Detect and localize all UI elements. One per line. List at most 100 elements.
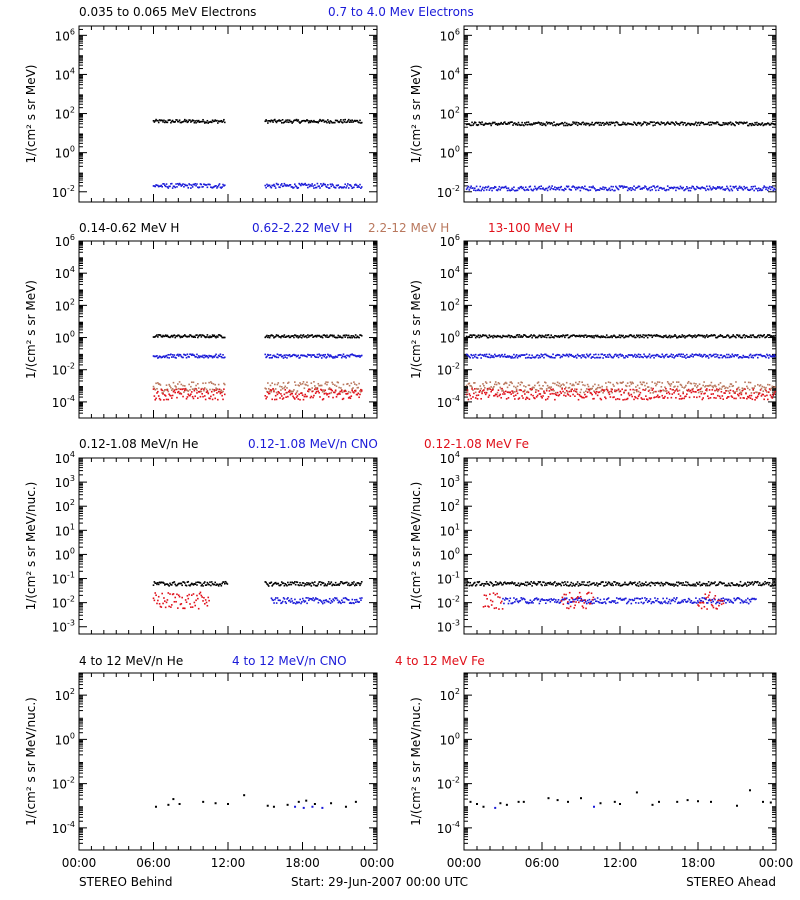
- data-point: [333, 334, 335, 337]
- series-0-14-0-62-mev-h: [465, 334, 776, 339]
- data-point: [744, 122, 746, 124]
- data-point: [707, 188, 710, 191]
- data-point: [716, 336, 719, 338]
- data-point: [593, 397, 595, 400]
- data-point: [609, 189, 612, 192]
- data-point: [636, 335, 639, 338]
- data-point: [531, 124, 533, 126]
- data-point: [180, 121, 183, 124]
- data-point: [193, 354, 196, 357]
- data-point: [626, 189, 629, 192]
- data-point: [285, 602, 288, 605]
- data-point: [736, 388, 738, 391]
- data-point: [566, 124, 569, 127]
- data-point: [216, 119, 218, 122]
- data-point: [218, 120, 221, 123]
- data-point: [537, 381, 540, 383]
- data-point: [328, 597, 331, 600]
- data-point: [573, 356, 575, 358]
- data-point: [164, 334, 167, 336]
- data-point: [574, 395, 576, 397]
- data-point: [726, 334, 728, 337]
- data-point: [160, 119, 163, 121]
- data-point: [317, 185, 320, 188]
- data-point: [624, 389, 626, 392]
- data-point: [536, 582, 539, 585]
- data-point: [190, 606, 192, 609]
- data-point: [748, 394, 751, 397]
- data-point: [491, 389, 493, 391]
- data-point: [568, 353, 571, 356]
- data-point: [613, 189, 615, 192]
- data-point: [599, 121, 602, 124]
- data-point: [763, 355, 765, 357]
- data-point: [541, 124, 543, 126]
- data-point: [307, 597, 309, 599]
- data-point: [613, 122, 615, 124]
- data-point: [640, 187, 643, 190]
- data-point: [353, 602, 355, 605]
- data-point: [633, 398, 635, 401]
- data-point: [268, 582, 271, 584]
- data-point: [340, 389, 343, 392]
- data-point: [339, 390, 341, 393]
- data-point: [526, 188, 529, 191]
- data-point: [298, 601, 301, 604]
- data-point: [307, 583, 309, 586]
- data-point: [481, 335, 483, 338]
- data-point: [157, 583, 160, 586]
- data-point: [635, 336, 637, 339]
- data-point: [152, 355, 155, 357]
- data-point: [640, 335, 643, 338]
- data-point: [647, 390, 650, 392]
- data-point: [597, 384, 600, 386]
- data-point: [635, 354, 638, 357]
- data-point: [307, 353, 309, 356]
- data-point: [646, 355, 649, 358]
- data-point: [510, 582, 512, 585]
- data-point: [339, 393, 341, 395]
- data-point: [475, 356, 478, 359]
- data-point: [340, 602, 342, 605]
- data-point: [518, 187, 521, 190]
- data-point: [706, 123, 708, 126]
- data-point: [293, 336, 295, 339]
- data-point: [172, 581, 175, 584]
- data-point: [664, 335, 666, 338]
- data-point: [605, 123, 607, 125]
- data-point: [183, 120, 185, 123]
- data-point: [203, 334, 205, 337]
- data-point: [748, 336, 751, 338]
- data-point: [204, 355, 207, 358]
- series-0-035-to-0-065-mev-electrons: [152, 118, 363, 124]
- data-point: [738, 334, 741, 337]
- data-point: [473, 388, 476, 390]
- data-point: [465, 393, 468, 396]
- data-point: [542, 335, 544, 338]
- data-point: [210, 186, 213, 189]
- data-point: [206, 604, 209, 607]
- data-point: [564, 336, 566, 339]
- data-point: [755, 187, 757, 190]
- data-point: [521, 121, 523, 124]
- data-point: [735, 121, 737, 123]
- data-point: [574, 121, 576, 124]
- data-point: [206, 390, 209, 392]
- data-point: [311, 390, 313, 393]
- data-point: [481, 188, 483, 190]
- data-point: [297, 354, 300, 357]
- data-point: [629, 388, 632, 391]
- data-point: [650, 186, 653, 188]
- data-point: [641, 188, 644, 190]
- data-point: [164, 120, 167, 122]
- data-point: [629, 381, 632, 384]
- data-point: [682, 353, 684, 356]
- data-point: [173, 185, 176, 188]
- data-point: [183, 607, 186, 610]
- data-point: [753, 124, 755, 126]
- data-point: [467, 336, 470, 338]
- data-point: [171, 394, 174, 397]
- data-point: [544, 353, 546, 356]
- data-point: [172, 381, 175, 384]
- data-point: [628, 123, 631, 125]
